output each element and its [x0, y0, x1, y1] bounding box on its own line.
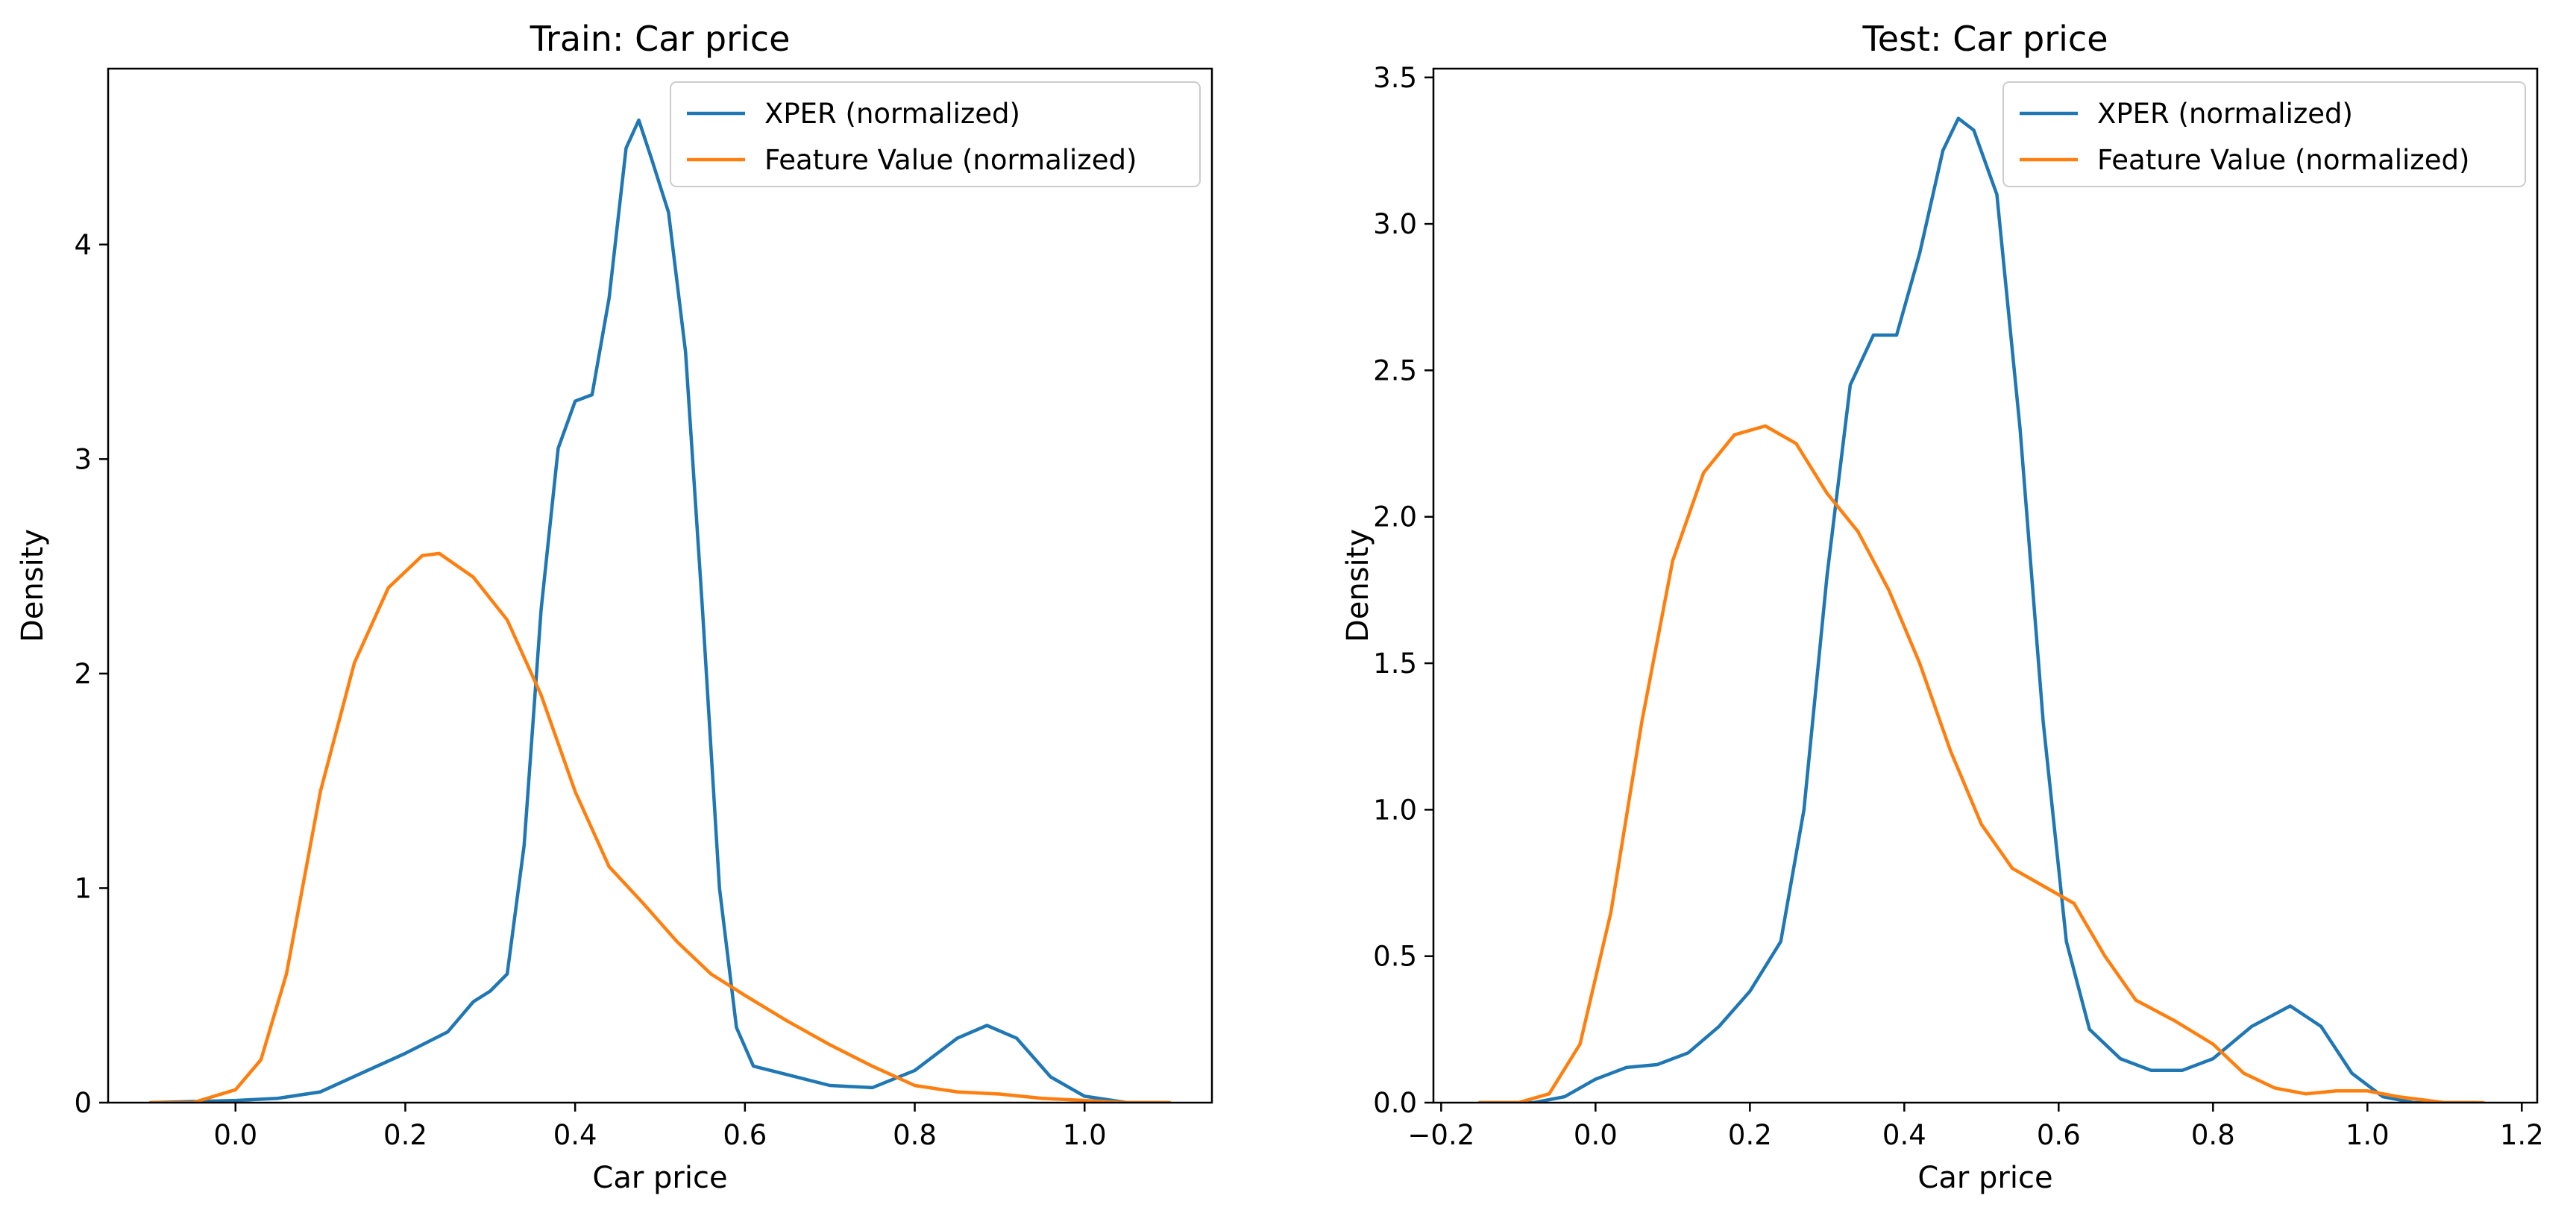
y-tick-label: 0.5 — [1373, 941, 1417, 973]
x-tick-label: 0.2 — [383, 1119, 427, 1151]
legend-label: Feature Value (normalized) — [764, 144, 1137, 176]
x-tick-label: −0.2 — [1407, 1119, 1474, 1151]
y-tick-label: 4 — [74, 229, 92, 261]
chart-title: Test: Car price — [1862, 19, 2108, 59]
x-tick-label: 0.8 — [2191, 1119, 2235, 1151]
y-tick-label: 1 — [74, 872, 92, 904]
y-tick-label: 1.5 — [1373, 648, 1417, 680]
chart-panel-1: 0.0 0.2 0.4 0.6 0.8 1.0 0 1 2 3 4 Train: Car price C… — [16, 19, 1213, 1195]
y-tick-label: 1.0 — [1373, 794, 1417, 826]
y-tick-label: 2.5 — [1373, 354, 1417, 386]
legend-box — [670, 81, 1201, 187]
x-tick-label: 0.4 — [1882, 1119, 1926, 1151]
y-tick-label: 0 — [74, 1087, 92, 1119]
y-tick-label: 3.5 — [1373, 62, 1417, 94]
chart-title: Train: Car price — [530, 19, 791, 59]
axes-frame — [107, 67, 1213, 1104]
x-tick-label: 0.2 — [1728, 1119, 1772, 1151]
x-tick-label: 0.6 — [723, 1119, 767, 1151]
x-tick-label: 0.0 — [213, 1119, 257, 1151]
x-tick-label: 0.4 — [553, 1119, 597, 1151]
y-tick-label: 3.0 — [1373, 208, 1417, 240]
legend-box — [2002, 81, 2526, 187]
x-tick-label: 1.2 — [2500, 1119, 2544, 1151]
y-tick-label: 3 — [74, 443, 92, 475]
series-line-feature-value — [148, 551, 1172, 1103]
axes-frame — [1432, 67, 2539, 1104]
y-axis-label: Density — [16, 529, 50, 642]
y-axis-label: Density — [1341, 529, 1375, 642]
y-tick-label: 2.0 — [1373, 501, 1417, 533]
x-tick-label: 1.0 — [1063, 1119, 1107, 1151]
x-axis-label: Car price — [1917, 1161, 2052, 1195]
series-line-xper — [1477, 116, 2478, 1103]
x-tick-label: 1.0 — [2346, 1119, 2390, 1151]
series-line-xper — [148, 118, 1172, 1103]
x-tick-label: 0.8 — [893, 1119, 937, 1151]
y-tick-label: 2 — [74, 658, 92, 690]
legend-label: XPER (normalized) — [2097, 98, 2353, 130]
legend: XPER (normalized) Feature Value (normaliz… — [2002, 81, 2526, 187]
x-axis-label: Car price — [592, 1161, 727, 1195]
legend: XPER (normalized) Feature Value (normaliz… — [670, 81, 1201, 187]
x-tick-label: 0.6 — [2037, 1119, 2081, 1151]
series-line-feature-value — [1477, 424, 2485, 1103]
y-tick-label: 0.0 — [1373, 1087, 1417, 1119]
legend-label: Feature Value (normalized) — [2097, 144, 2469, 176]
legend-label: XPER (normalized) — [764, 98, 1020, 130]
chart-panel-2: −0.2 0.0 0.2 0.4 0.6 0.8 1.0 1.20.00.51.01.52.0… — [1341, 19, 2544, 1195]
x-tick-label: 0.0 — [1574, 1119, 1618, 1151]
